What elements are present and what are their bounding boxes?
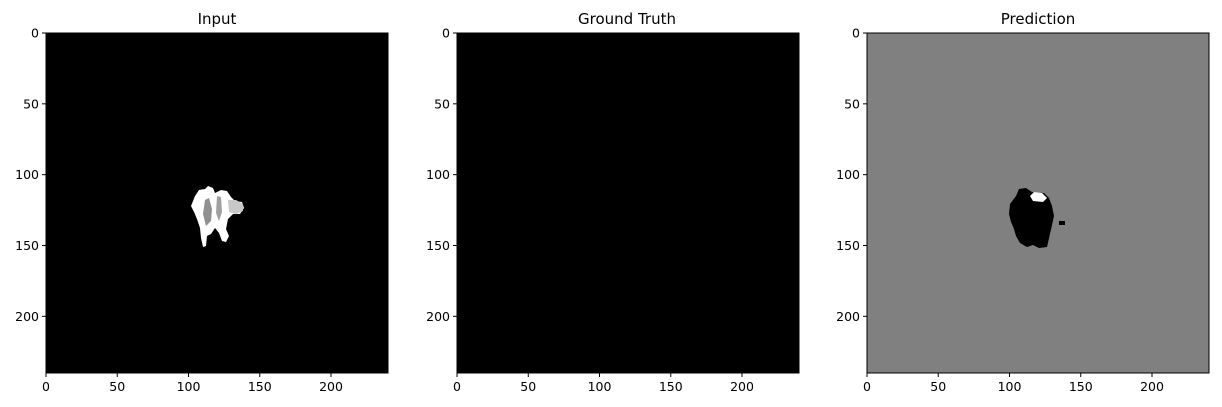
- axes-prediction: 0 50 100 150 200 0 50 100 150 200: [836, 26, 1164, 395]
- x-tick-label: 0: [863, 379, 871, 394]
- y-tick-label: 200: [426, 309, 450, 324]
- x-tick-label: 200: [319, 379, 343, 394]
- x-tick-label: 50: [930, 379, 946, 394]
- x-tick-label: 200: [1140, 379, 1164, 394]
- panel-title-prediction: Prediction: [1001, 10, 1076, 28]
- y-tick-label: 150: [426, 238, 450, 253]
- image-ground-truth: [456, 32, 800, 374]
- x-tick-label: 150: [248, 379, 272, 394]
- y-tick-label: 50: [844, 96, 860, 111]
- x-tick-label: 150: [1069, 379, 1093, 394]
- y-tick-label: 100: [426, 167, 450, 182]
- segmentation-blob-input: [191, 186, 244, 247]
- y-tick-label: 50: [434, 96, 450, 111]
- panel-title-ground-truth: Ground Truth: [578, 10, 676, 28]
- x-tick-label: 150: [659, 379, 683, 394]
- x-tick-label: 100: [588, 379, 612, 394]
- y-tick-label: 100: [15, 167, 39, 182]
- segmentation-blob-prediction: [1009, 188, 1065, 248]
- y-tick-label: 0: [442, 26, 450, 41]
- y-tick-label: 50: [23, 96, 39, 111]
- y-tick-label: 0: [31, 26, 39, 41]
- y-tick-label: 200: [836, 309, 860, 324]
- axes-ground-truth: 0 50 100 150 200 0 50 100 150 200: [426, 26, 754, 395]
- y-tick-label: 100: [836, 167, 860, 182]
- panel-prediction: Prediction 0 50 100 150 200 0 50 100 150 200: [836, 10, 1210, 395]
- x-tick-label: 0: [453, 379, 461, 394]
- panel-title-input: Input: [198, 10, 237, 28]
- x-tick-label: 100: [998, 379, 1022, 394]
- x-tick-label: 50: [520, 379, 536, 394]
- y-tick-label: 150: [836, 238, 860, 253]
- y-tick-label: 200: [15, 309, 39, 324]
- y-tick-label: 150: [15, 238, 39, 253]
- y-tick-label: 0: [852, 26, 860, 41]
- x-tick-label: 100: [177, 379, 201, 394]
- panel-input: Input 0 50 100 150 200 0 50 100 150 200: [15, 10, 389, 395]
- x-tick-label: 200: [730, 379, 754, 394]
- x-tick-label: 0: [42, 379, 50, 394]
- axes-input: 0 50 100 150 200 0 50 100 150 200: [15, 26, 343, 395]
- panel-ground-truth: Ground Truth 0 50 100 150 200 0 50 100 150 200: [426, 10, 800, 395]
- x-tick-label: 50: [109, 379, 125, 394]
